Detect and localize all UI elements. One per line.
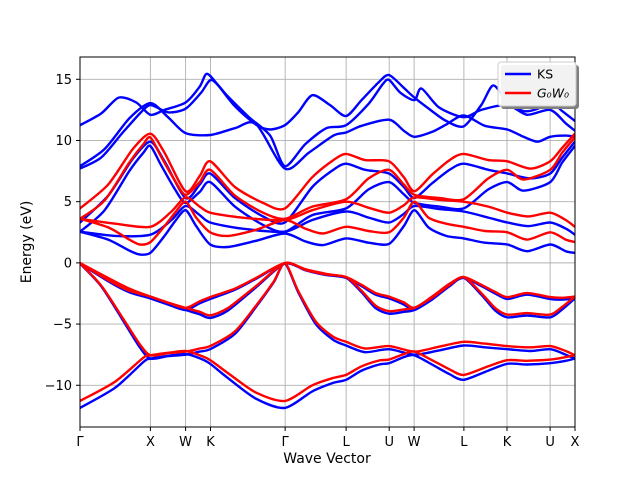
x-tick-label: X [146, 435, 155, 450]
x-tick-label: K [206, 435, 215, 450]
band-line-ks [80, 78, 575, 170]
x-tick-label: Γ [282, 435, 290, 450]
band-line-g0w0 [80, 135, 575, 221]
x-tick-label: X [571, 435, 580, 450]
band-line-ks [80, 101, 575, 171]
y-tick-label: 0 [64, 256, 72, 271]
band-line-ks [80, 204, 575, 238]
axis-ticks [76, 78, 576, 431]
y-tick-label: −10 [45, 379, 72, 394]
x-tick-label: Γ [76, 435, 84, 450]
y-axis-label: Energy (eV) [19, 201, 35, 284]
plot-border [79, 56, 576, 428]
legend-gw-label: G₀W₀ [537, 86, 569, 101]
band-line-g0w0 [80, 261, 575, 317]
x-tick-label: K [503, 435, 512, 450]
grid-lines [79, 57, 576, 427]
legend-ks-label: KS [537, 67, 553, 82]
band-line-g0w0 [80, 261, 575, 357]
y-tick-label: 10 [55, 134, 72, 149]
x-tick-label: L [342, 435, 350, 450]
band-line-g0w0 [80, 261, 575, 310]
y-tick-label: 5 [64, 195, 72, 210]
x-tick-label: U [545, 435, 555, 450]
band-line-g0w0 [80, 132, 575, 211]
band-line-ks [80, 209, 575, 256]
band-line-g0w0 [80, 196, 575, 229]
band-line-ks [80, 261, 575, 320]
x-tick-label: U [384, 435, 394, 450]
legend: KS G₀W₀ [497, 61, 579, 109]
x-axis-label: Wave Vector [283, 451, 371, 467]
band-line-g0w0 [80, 200, 575, 246]
x-tick-label: W [179, 435, 192, 450]
y-tick-label: −5 [53, 318, 72, 333]
band-lines [80, 72, 575, 410]
band-line-ks [80, 144, 575, 234]
band-line-ks [80, 262, 575, 312]
x-tick-label: L [460, 435, 468, 450]
x-tick-label: W [408, 435, 421, 450]
y-tick-label: 15 [55, 73, 72, 88]
